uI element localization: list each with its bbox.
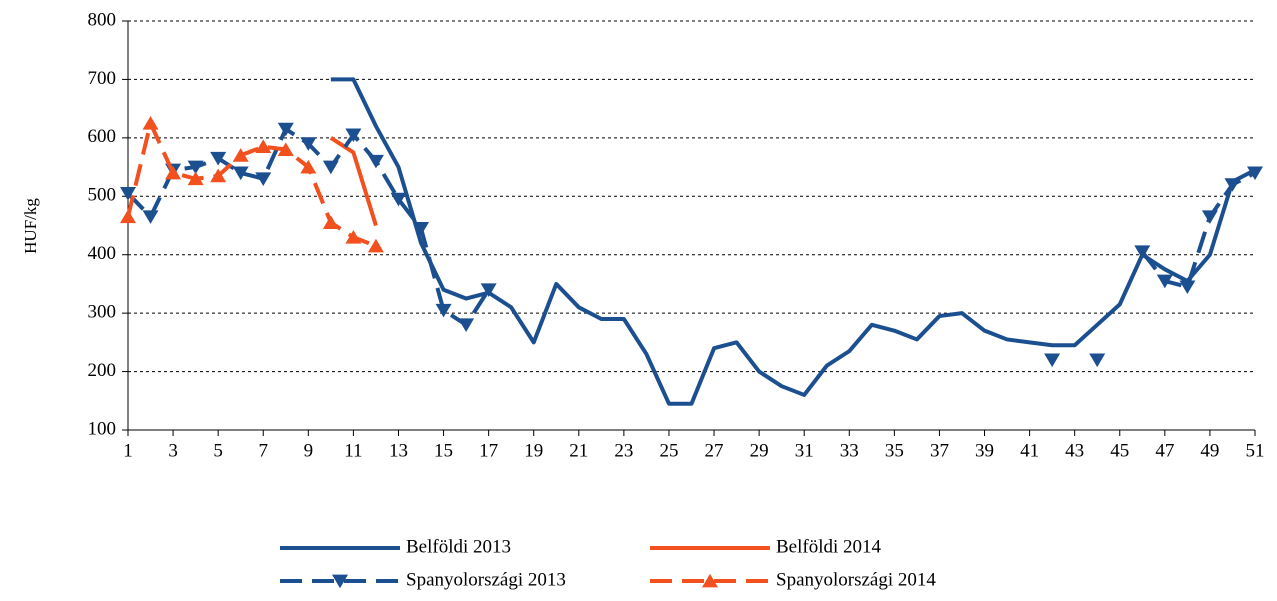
series-marker xyxy=(120,186,136,201)
y-tick-label: 200 xyxy=(88,360,117,381)
x-tick-label: 33 xyxy=(840,440,859,461)
y-tick-label: 800 xyxy=(88,9,117,30)
x-tick-label: 13 xyxy=(389,440,408,461)
y-tick-label: 400 xyxy=(88,243,117,264)
series-marker xyxy=(277,122,294,137)
x-tick-label: 29 xyxy=(750,440,769,461)
series-marker xyxy=(345,128,362,143)
series-marker xyxy=(1179,280,1196,295)
series-line xyxy=(330,77,1256,406)
legend-label: Spanyolországi 2014 xyxy=(776,569,936,590)
legend-label: Spanyolországi 2013 xyxy=(406,569,566,590)
series-marker xyxy=(1134,245,1151,259)
series-marker xyxy=(435,303,452,318)
x-tick-label: 11 xyxy=(344,440,362,461)
series-marker xyxy=(1201,210,1218,224)
y-tick-label: 600 xyxy=(88,126,117,147)
series-marker xyxy=(390,192,407,207)
x-tick-label: 19 xyxy=(524,440,543,461)
x-tick-label: 51 xyxy=(1246,440,1265,461)
series-marker xyxy=(1089,353,1106,368)
x-tick-label: 31 xyxy=(795,440,814,461)
legend-label: Belföldi 2014 xyxy=(776,536,882,557)
y-tick-label: 500 xyxy=(88,185,117,206)
x-tick-label: 17 xyxy=(479,440,498,461)
x-tick-label: 9 xyxy=(304,440,314,461)
series-marker xyxy=(165,165,182,180)
series-marker xyxy=(255,139,272,154)
x-tick-label: 21 xyxy=(569,440,588,461)
series-marker xyxy=(255,172,272,186)
series-marker xyxy=(1044,353,1061,368)
series-marker xyxy=(210,151,227,166)
y-tick-label: 100 xyxy=(88,418,117,439)
legend-label: Belföldi 2013 xyxy=(406,536,511,557)
series-marker xyxy=(1224,178,1241,192)
x-tick-label: 35 xyxy=(885,440,904,461)
x-tick-label: 25 xyxy=(659,440,678,461)
series-marker xyxy=(142,116,159,130)
series-marker xyxy=(232,148,249,162)
x-tick-label: 45 xyxy=(1110,440,1129,461)
x-tick-label: 7 xyxy=(258,440,268,461)
series-marker xyxy=(300,159,317,174)
series-marker xyxy=(1156,274,1173,289)
series-marker xyxy=(367,238,384,253)
y-tick-label: 700 xyxy=(88,68,117,89)
x-tick-label: 39 xyxy=(975,440,994,461)
y-axis-label: HUF/kg xyxy=(21,198,40,254)
series-marker xyxy=(210,168,227,183)
x-tick-label: 15 xyxy=(434,440,453,461)
series-marker xyxy=(367,154,384,169)
series-marker xyxy=(458,318,475,333)
series-marker xyxy=(345,229,362,244)
x-tick-label: 37 xyxy=(930,440,949,461)
series-marker xyxy=(480,283,497,297)
y-tick-label: 300 xyxy=(88,302,117,323)
x-tick-label: 47 xyxy=(1155,440,1174,461)
legend-marker xyxy=(702,573,718,588)
series-marker xyxy=(1247,166,1263,181)
x-tick-label: 1 xyxy=(123,440,133,461)
x-tick-label: 41 xyxy=(1020,440,1039,461)
series-line xyxy=(329,136,378,227)
series-marker xyxy=(232,166,249,181)
legend-marker xyxy=(332,574,348,589)
x-tick-label: 3 xyxy=(168,440,178,461)
series-marker xyxy=(142,210,159,224)
series-marker xyxy=(322,215,339,229)
x-tick-label: 23 xyxy=(614,440,633,461)
series-marker xyxy=(187,160,204,175)
x-tick-label: 49 xyxy=(1200,440,1219,461)
series-marker xyxy=(413,222,430,236)
series-marker xyxy=(120,209,136,224)
series-marker xyxy=(277,142,294,156)
series-marker xyxy=(322,160,339,175)
x-tick-label: 43 xyxy=(1065,440,1084,461)
x-tick-label: 5 xyxy=(213,440,223,461)
series-marker xyxy=(300,137,317,151)
x-tick-label: 27 xyxy=(705,440,724,461)
series-marker xyxy=(187,171,204,186)
